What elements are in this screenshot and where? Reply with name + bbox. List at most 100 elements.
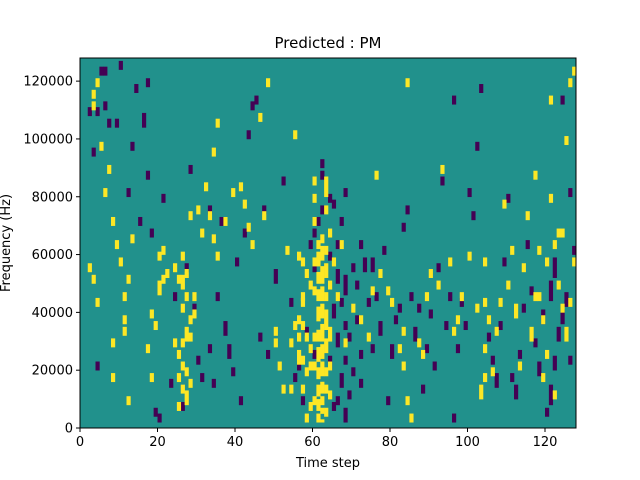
heatmap-cell-low (328, 251, 333, 261)
heatmap-cell-high (428, 269, 433, 278)
heatmap-cell-low (405, 205, 410, 215)
heatmap-cell-high (343, 338, 348, 348)
y-axis: 0 20000 40000 60000 80000 100000 120000 (23, 75, 80, 437)
heatmap-cell-low (452, 95, 457, 105)
heatmap-cell-high (568, 78, 573, 88)
heatmap-cell-high (324, 245, 329, 255)
heatmap-cell-high (498, 297, 503, 307)
heatmap-cell-low (463, 321, 468, 331)
heatmap-cell-high (436, 280, 441, 290)
heatmap-cell-high (390, 297, 395, 307)
heatmap-cell-high (149, 373, 154, 383)
heatmap-cell-high (304, 413, 309, 423)
heatmap-cell-high (184, 326, 189, 342)
heatmap-cell-low (548, 280, 554, 302)
heatmap-cell-low (510, 373, 515, 383)
heatmap-cell-high (293, 321, 298, 331)
heatmap-cell-high (176, 401, 182, 411)
heatmap-cell-low (343, 407, 348, 423)
heatmap-cell-high (173, 263, 178, 273)
heatmap-cell-high (316, 367, 321, 380)
x-tick-label: 20 (149, 435, 166, 450)
heatmap-cell-high (308, 401, 313, 411)
heatmap-cell-low (347, 332, 352, 342)
heatmap-cell-low (87, 107, 92, 117)
heatmap-cell-high (107, 164, 112, 174)
heatmap-cell-high (324, 309, 329, 331)
heatmap-cell-high (308, 361, 313, 371)
heatmap-cell-low (114, 118, 120, 128)
x-axis: 0 20 40 60 80 100 120 (76, 428, 557, 450)
heatmap-cell-high (479, 384, 484, 400)
heatmap-cell-high (180, 338, 185, 348)
heatmap-cell-high (192, 309, 197, 319)
heatmap-cell-low (266, 349, 271, 359)
heatmap-cell-high (328, 361, 333, 371)
heatmap-cell-high (157, 251, 162, 261)
y-tick-label: 20000 (32, 364, 73, 379)
heatmap-cell-high (339, 240, 344, 250)
heatmap-cell-high (320, 344, 325, 359)
heatmap-cell-low (440, 176, 445, 186)
heatmap-cell-low (568, 355, 573, 365)
heatmap-cell-low (188, 164, 193, 174)
heatmap-cell-high (552, 390, 557, 400)
heatmap-cell-high (486, 315, 492, 325)
heatmap-cell-low (289, 297, 294, 307)
heatmap-cell-high (529, 326, 534, 342)
x-tick-label: 80 (382, 435, 399, 450)
heatmap-cell-high (556, 280, 561, 290)
heatmap-cell-high (312, 332, 317, 342)
heatmap-cell-high (483, 344, 488, 354)
heatmap-cell-low (393, 315, 399, 325)
heatmap-cell-high (192, 292, 197, 302)
heatmap-cell-high (331, 257, 337, 267)
heatmap-cell-high (316, 347, 321, 362)
heatmap-cell-high (545, 349, 550, 359)
heatmap-cell-high (320, 407, 325, 414)
heatmap-cell-low (390, 344, 395, 359)
plot-area (80, 58, 577, 428)
heatmap-cell-high (111, 216, 116, 226)
x-tick-label: 40 (227, 435, 244, 450)
heatmap-cell-low (452, 413, 457, 423)
heatmap-cell-low (207, 205, 213, 215)
heatmap-cell-low (560, 95, 565, 105)
heatmap-cell-low (479, 84, 484, 93)
heatmap-cell-high (537, 245, 542, 255)
heatmap-cell-low (95, 107, 100, 117)
heatmap-cell-low (552, 355, 557, 371)
heatmap-cell-high (161, 274, 166, 284)
heatmap-cell-high (401, 361, 406, 371)
heatmap-cell-high (316, 399, 321, 411)
heatmap-cell-high (548, 95, 554, 105)
heatmap-cell-low (378, 321, 383, 336)
heatmap-cell-high (188, 315, 193, 325)
heatmap-cell-low (331, 199, 337, 209)
heatmap-cell-low (173, 292, 178, 302)
heatmap-cell-low (300, 396, 306, 406)
heatmap-cell-high (99, 141, 104, 151)
heatmap-cell-low (211, 378, 216, 388)
heatmap-cell-high (320, 245, 325, 261)
heatmap-cell-low (320, 170, 325, 180)
heatmap-cell-high (300, 257, 306, 267)
heatmap-cell-low (118, 60, 123, 70)
heatmap-cell-low (545, 407, 550, 417)
heatmap-cell-low (355, 315, 360, 325)
heatmap-cell-low (467, 188, 472, 198)
heatmap-cell-low (103, 101, 108, 111)
heatmap-cell-low (145, 78, 151, 88)
heatmap-cell-high (184, 390, 189, 406)
heatmap-cell-high (401, 326, 406, 336)
heatmap-cell-high (572, 66, 577, 76)
heatmap-cell-low (459, 297, 464, 307)
heatmap-cell-high (312, 176, 317, 186)
heatmap-cell-low (103, 66, 108, 76)
heatmap-cell-low (382, 245, 387, 255)
heatmap-cell-high (281, 384, 286, 394)
heatmap-cell-high (304, 332, 309, 342)
heatmap-cell-low (359, 378, 364, 388)
heatmap-cell-high (91, 89, 96, 99)
heatmap-cell-high (397, 344, 402, 354)
